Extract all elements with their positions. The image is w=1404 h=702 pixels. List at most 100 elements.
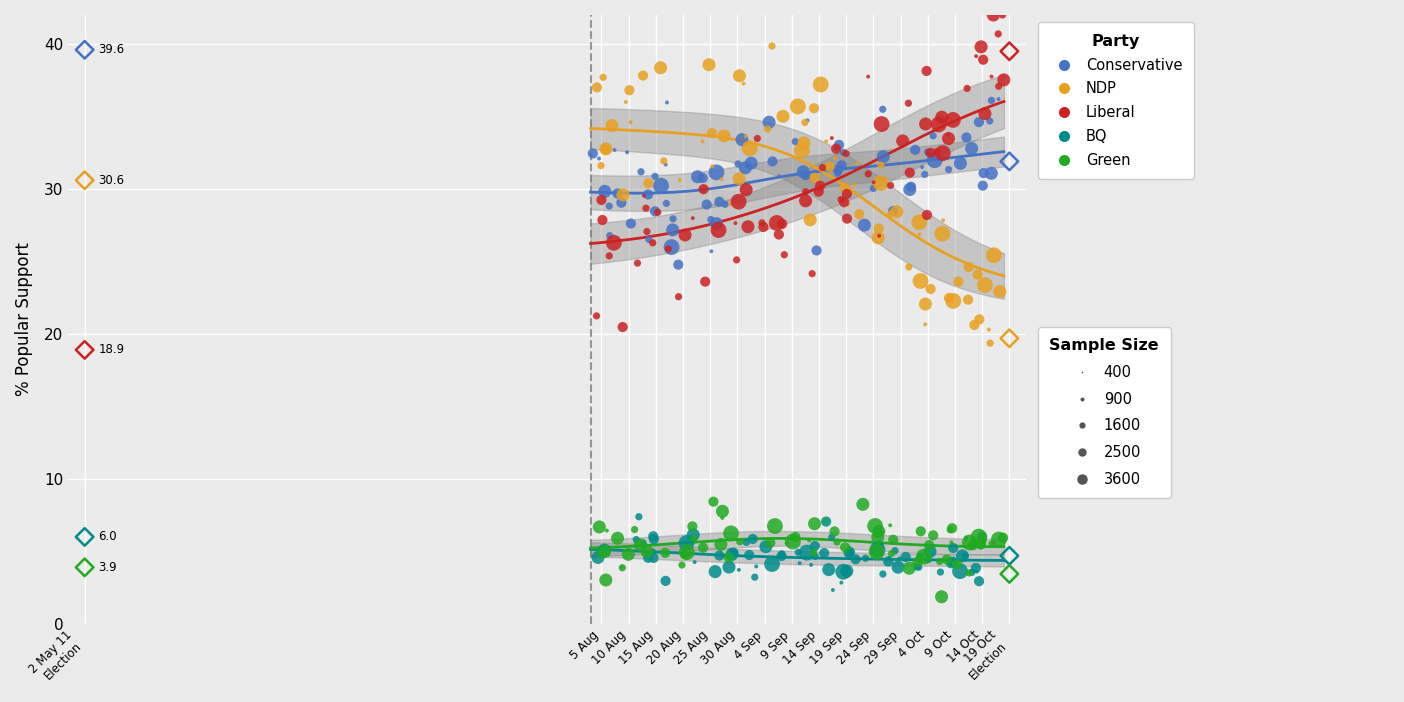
Point — [785, 531, 807, 543]
Point — [615, 96, 637, 107]
Legend: 400, 900, 1600, 2500, 3600: 400, 900, 1600, 2500, 3600 — [1038, 326, 1171, 498]
Point — [692, 173, 715, 184]
Point — [741, 534, 764, 545]
Point — [733, 78, 755, 89]
Point — [814, 135, 837, 147]
Point — [708, 550, 730, 561]
Point — [803, 166, 826, 178]
Point — [835, 565, 858, 576]
Point — [720, 528, 743, 539]
Point — [771, 218, 793, 230]
Point — [739, 550, 761, 561]
Point — [942, 114, 965, 126]
Point — [717, 562, 740, 573]
Point — [967, 531, 990, 542]
Point — [642, 546, 664, 557]
Point — [830, 194, 852, 205]
Point — [965, 562, 987, 574]
Point — [740, 157, 762, 168]
Point — [925, 146, 948, 157]
Point — [830, 577, 852, 588]
Point — [987, 93, 1009, 105]
Point — [866, 532, 889, 543]
Point — [591, 214, 614, 225]
Point — [722, 547, 744, 558]
Point — [782, 536, 804, 548]
Point — [879, 208, 901, 220]
Point — [814, 515, 837, 526]
Point — [681, 213, 703, 224]
Point — [650, 180, 673, 192]
Point — [945, 559, 967, 570]
Point — [928, 556, 951, 567]
Point — [906, 557, 928, 568]
Point — [616, 147, 639, 158]
Point — [856, 168, 879, 180]
Point — [835, 148, 858, 159]
Point — [844, 554, 866, 565]
Point — [955, 132, 977, 143]
Point — [775, 538, 797, 549]
Point — [692, 542, 715, 553]
Point — [882, 206, 904, 217]
Point — [637, 234, 660, 245]
Point — [710, 173, 733, 185]
Point — [870, 119, 893, 130]
Point — [970, 41, 993, 53]
Point — [842, 179, 865, 190]
Point — [668, 175, 691, 186]
Point — [889, 552, 911, 564]
Point — [644, 171, 667, 182]
Point — [73, 531, 95, 543]
Point — [821, 584, 844, 595]
Point — [897, 98, 920, 109]
Point — [869, 178, 892, 189]
Point — [734, 131, 757, 142]
Point — [991, 9, 1014, 20]
Point — [956, 83, 979, 94]
Point — [872, 569, 894, 580]
Point — [618, 85, 640, 96]
Point — [907, 562, 929, 573]
Point — [642, 531, 664, 542]
Point — [746, 561, 768, 572]
Point — [833, 147, 855, 158]
Point — [594, 144, 616, 155]
Point — [705, 166, 727, 178]
Point — [962, 541, 984, 552]
Point — [970, 538, 993, 550]
Point — [931, 591, 953, 602]
Point — [604, 145, 626, 156]
Point — [768, 229, 790, 240]
Point — [654, 575, 677, 586]
Point — [795, 138, 817, 149]
Point — [653, 155, 675, 166]
Point — [619, 117, 642, 128]
Point — [708, 225, 730, 236]
Point — [771, 550, 793, 562]
Point — [913, 551, 935, 562]
Point — [941, 522, 963, 534]
Point — [73, 344, 95, 355]
Point — [783, 136, 806, 147]
Point — [948, 276, 970, 287]
Text: 6.0: 6.0 — [98, 531, 117, 543]
Point — [974, 108, 997, 119]
Point — [772, 111, 795, 122]
Point — [915, 209, 938, 220]
Point — [800, 268, 823, 279]
Point — [698, 59, 720, 70]
Point — [796, 547, 819, 558]
Point — [899, 562, 921, 574]
Point — [886, 206, 908, 218]
Point — [958, 567, 980, 578]
Point — [966, 566, 988, 577]
Point — [671, 559, 694, 571]
Point — [920, 284, 942, 295]
Point — [656, 198, 678, 209]
Point — [792, 166, 814, 178]
Point — [684, 557, 706, 568]
Point — [883, 545, 906, 556]
Point — [998, 333, 1021, 344]
Point — [958, 261, 980, 272]
